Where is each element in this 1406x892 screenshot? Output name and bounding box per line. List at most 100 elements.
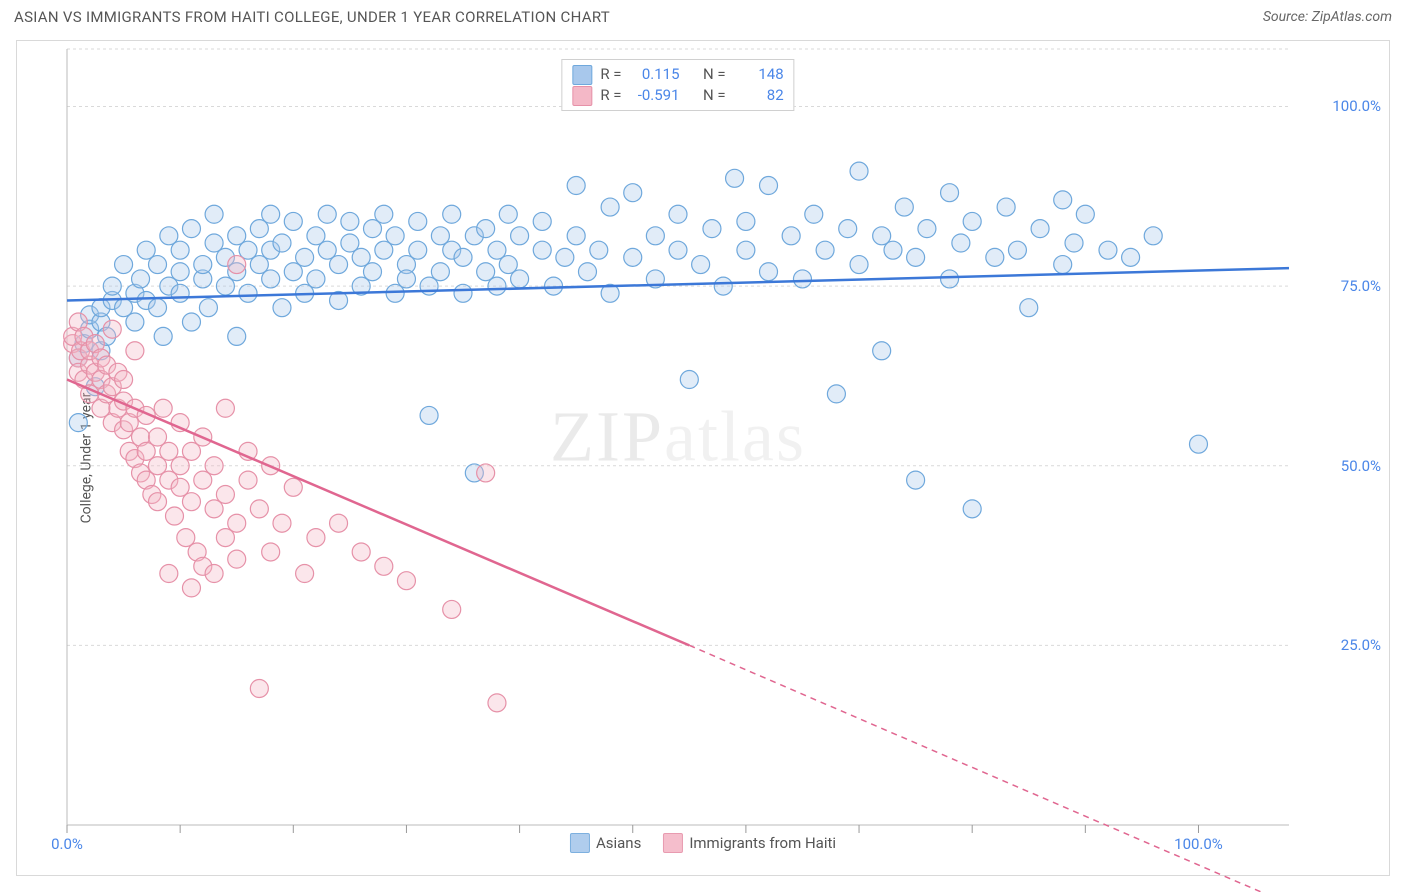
legend-label: Immigrants from Haiti bbox=[689, 834, 836, 852]
asians-point bbox=[850, 162, 868, 180]
asians-point bbox=[601, 198, 619, 216]
asians-point bbox=[578, 263, 596, 281]
haiti-point bbox=[103, 320, 121, 338]
stats-box: R =0.115 N =148R =-0.591 N =82 bbox=[561, 59, 794, 111]
asians-point bbox=[624, 184, 642, 202]
haiti-point bbox=[307, 529, 325, 547]
asians-point bbox=[680, 371, 698, 389]
haiti-trendline-dashed bbox=[689, 645, 1289, 892]
asians-point bbox=[1008, 241, 1026, 259]
asians-point bbox=[827, 385, 845, 403]
haiti-point bbox=[182, 579, 200, 597]
asians-point bbox=[1031, 220, 1049, 238]
asians-point bbox=[182, 220, 200, 238]
r-value: -0.591 bbox=[630, 85, 680, 106]
asians-point bbox=[511, 227, 529, 245]
plot-area: R =0.115 N =148R =-0.591 N =82 ZIPatlas bbox=[67, 49, 1289, 825]
haiti-point bbox=[239, 471, 257, 489]
asians-point bbox=[420, 406, 438, 424]
asians-point bbox=[986, 248, 1004, 266]
stats-swatch bbox=[572, 86, 592, 106]
haiti-trendline bbox=[67, 380, 689, 646]
asians-point bbox=[1020, 299, 1038, 317]
haiti-point bbox=[375, 557, 393, 575]
asians-point bbox=[103, 277, 121, 295]
source-name: ZipAtlas.com bbox=[1312, 9, 1392, 25]
asians-point bbox=[782, 227, 800, 245]
r-value: 0.115 bbox=[630, 64, 680, 85]
haiti-point bbox=[205, 565, 223, 583]
asians-point bbox=[793, 270, 811, 288]
asians-point bbox=[171, 263, 189, 281]
haiti-point bbox=[216, 485, 234, 503]
asians-point bbox=[1189, 435, 1207, 453]
asians-point bbox=[262, 270, 280, 288]
asians-point bbox=[182, 313, 200, 331]
asians-point bbox=[941, 270, 959, 288]
haiti-point bbox=[250, 500, 268, 518]
asians-point bbox=[850, 256, 868, 274]
asians-point bbox=[364, 263, 382, 281]
asians-point bbox=[149, 299, 167, 317]
asians-point bbox=[669, 205, 687, 223]
asians-point bbox=[692, 256, 710, 274]
haiti-point bbox=[284, 478, 302, 496]
asians-point bbox=[149, 256, 167, 274]
asians-point bbox=[533, 212, 551, 230]
asians-point bbox=[941, 184, 959, 202]
legend-label: Asians bbox=[596, 834, 641, 852]
header-bar: ASIAN VS IMMIGRANTS FROM HAITI COLLEGE, … bbox=[0, 0, 1406, 34]
asians-point bbox=[115, 256, 133, 274]
haiti-point bbox=[154, 399, 172, 417]
asians-point bbox=[963, 212, 981, 230]
asians-point bbox=[952, 234, 970, 252]
asians-point bbox=[1144, 227, 1162, 245]
asians-point bbox=[488, 277, 506, 295]
asians-point bbox=[262, 205, 280, 223]
scatter-plot-svg bbox=[67, 49, 1289, 825]
asians-point bbox=[895, 198, 913, 216]
asians-point bbox=[873, 342, 891, 360]
haiti-point bbox=[228, 550, 246, 568]
legend-item-asians: Asians bbox=[570, 833, 641, 853]
bottom-legend: Asians Immigrants from Haiti bbox=[570, 833, 836, 853]
asians-point bbox=[375, 205, 393, 223]
asians-point bbox=[273, 234, 291, 252]
asians-point bbox=[907, 471, 925, 489]
source-label: Source: ZipAtlas.com bbox=[1263, 9, 1392, 25]
haiti-point bbox=[488, 694, 506, 712]
stats-row-haiti: R =-0.591 N =82 bbox=[572, 85, 783, 106]
asians-point bbox=[205, 205, 223, 223]
haiti-point bbox=[216, 399, 234, 417]
haiti-point bbox=[115, 371, 133, 389]
asians-point bbox=[171, 284, 189, 302]
asians-point bbox=[69, 414, 87, 432]
asians-point bbox=[171, 241, 189, 259]
haiti-point bbox=[182, 493, 200, 511]
asians-point bbox=[556, 248, 574, 266]
chart-title: ASIAN VS IMMIGRANTS FROM HAITI COLLEGE, … bbox=[14, 8, 610, 26]
haiti-point bbox=[273, 514, 291, 532]
asians-point bbox=[737, 241, 755, 259]
asians-point bbox=[284, 212, 302, 230]
asians-point bbox=[199, 299, 217, 317]
x-tick-label: 100.0% bbox=[1174, 835, 1223, 853]
n-value: 82 bbox=[734, 85, 784, 106]
asians-point bbox=[409, 241, 427, 259]
haiti-point bbox=[477, 464, 495, 482]
asians-point bbox=[907, 248, 925, 266]
haiti-point bbox=[126, 342, 144, 360]
asians-point bbox=[1076, 205, 1094, 223]
asians-point bbox=[714, 277, 732, 295]
asians-point bbox=[454, 284, 472, 302]
haiti-point bbox=[296, 565, 314, 583]
asians-point bbox=[318, 205, 336, 223]
stats-row-asians: R =0.115 N =148 bbox=[572, 64, 783, 85]
asians-point bbox=[839, 220, 857, 238]
haiti-point bbox=[165, 507, 183, 525]
haiti-point bbox=[262, 543, 280, 561]
asians-point bbox=[669, 241, 687, 259]
asians-point bbox=[330, 256, 348, 274]
asians-point bbox=[646, 227, 664, 245]
haiti-point bbox=[160, 565, 178, 583]
